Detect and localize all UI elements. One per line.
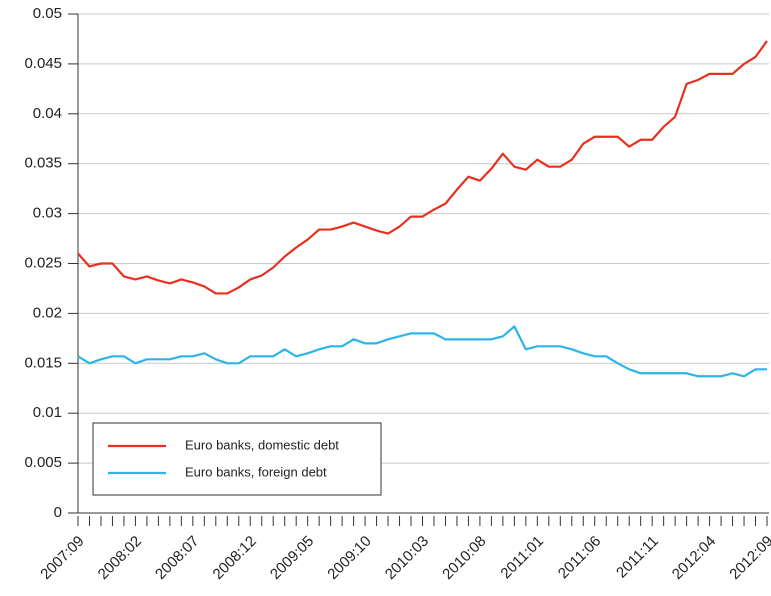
x-tick-label: 2009:10 bbox=[324, 533, 374, 583]
y-tick-label: 0.025 bbox=[24, 254, 62, 271]
x-tick-label: 2011:01 bbox=[497, 533, 547, 583]
y-tick-label: 0 bbox=[54, 504, 62, 521]
series-line bbox=[77, 325, 767, 378]
x-tick-label: 2010:08 bbox=[439, 533, 489, 583]
y-tick-label: 0.035 bbox=[24, 155, 62, 172]
y-tick-label: 0.015 bbox=[24, 354, 62, 371]
x-tick-label: 2008:07 bbox=[152, 533, 202, 583]
y-tick-label: 0.04 bbox=[33, 105, 62, 122]
x-tick-label: 2011:06 bbox=[555, 533, 605, 583]
grid: 0 0.005 0.01 0.015 0.02 0.025 0.03 0.035 0.04 0.0… bbox=[24, 5, 771, 583]
x-tick-label: 2011:11 bbox=[613, 533, 662, 582]
legend-label: Euro banks, foreign debt bbox=[185, 464, 327, 479]
y-tick-label: 0.05 bbox=[33, 5, 62, 22]
series-line bbox=[77, 40, 768, 295]
y-tick-label: 0.005 bbox=[24, 454, 62, 471]
x-tick-label: 2008:12 bbox=[210, 533, 260, 583]
x-tick-label: 2012:09 bbox=[726, 533, 771, 583]
x-tick-label: 2012:04 bbox=[669, 533, 719, 583]
legend-label: Euro banks, domestic debt bbox=[185, 437, 339, 452]
legend-box bbox=[92, 422, 382, 496]
y-tick-label: 0.02 bbox=[33, 304, 62, 321]
x-tick-label: 2010:03 bbox=[382, 533, 432, 583]
x-tick-label: 2009:05 bbox=[267, 533, 317, 583]
y-tick-label: 0.01 bbox=[33, 404, 62, 421]
x-tick-label: 2008:02 bbox=[95, 533, 145, 583]
x-tick-label: 2007:09 bbox=[37, 533, 87, 583]
y-tick-label: 0.045 bbox=[24, 55, 62, 72]
legend: Euro banks, domestic debt Euro banks, for… bbox=[92, 422, 382, 496]
y-tick-label: 0.03 bbox=[33, 205, 62, 222]
